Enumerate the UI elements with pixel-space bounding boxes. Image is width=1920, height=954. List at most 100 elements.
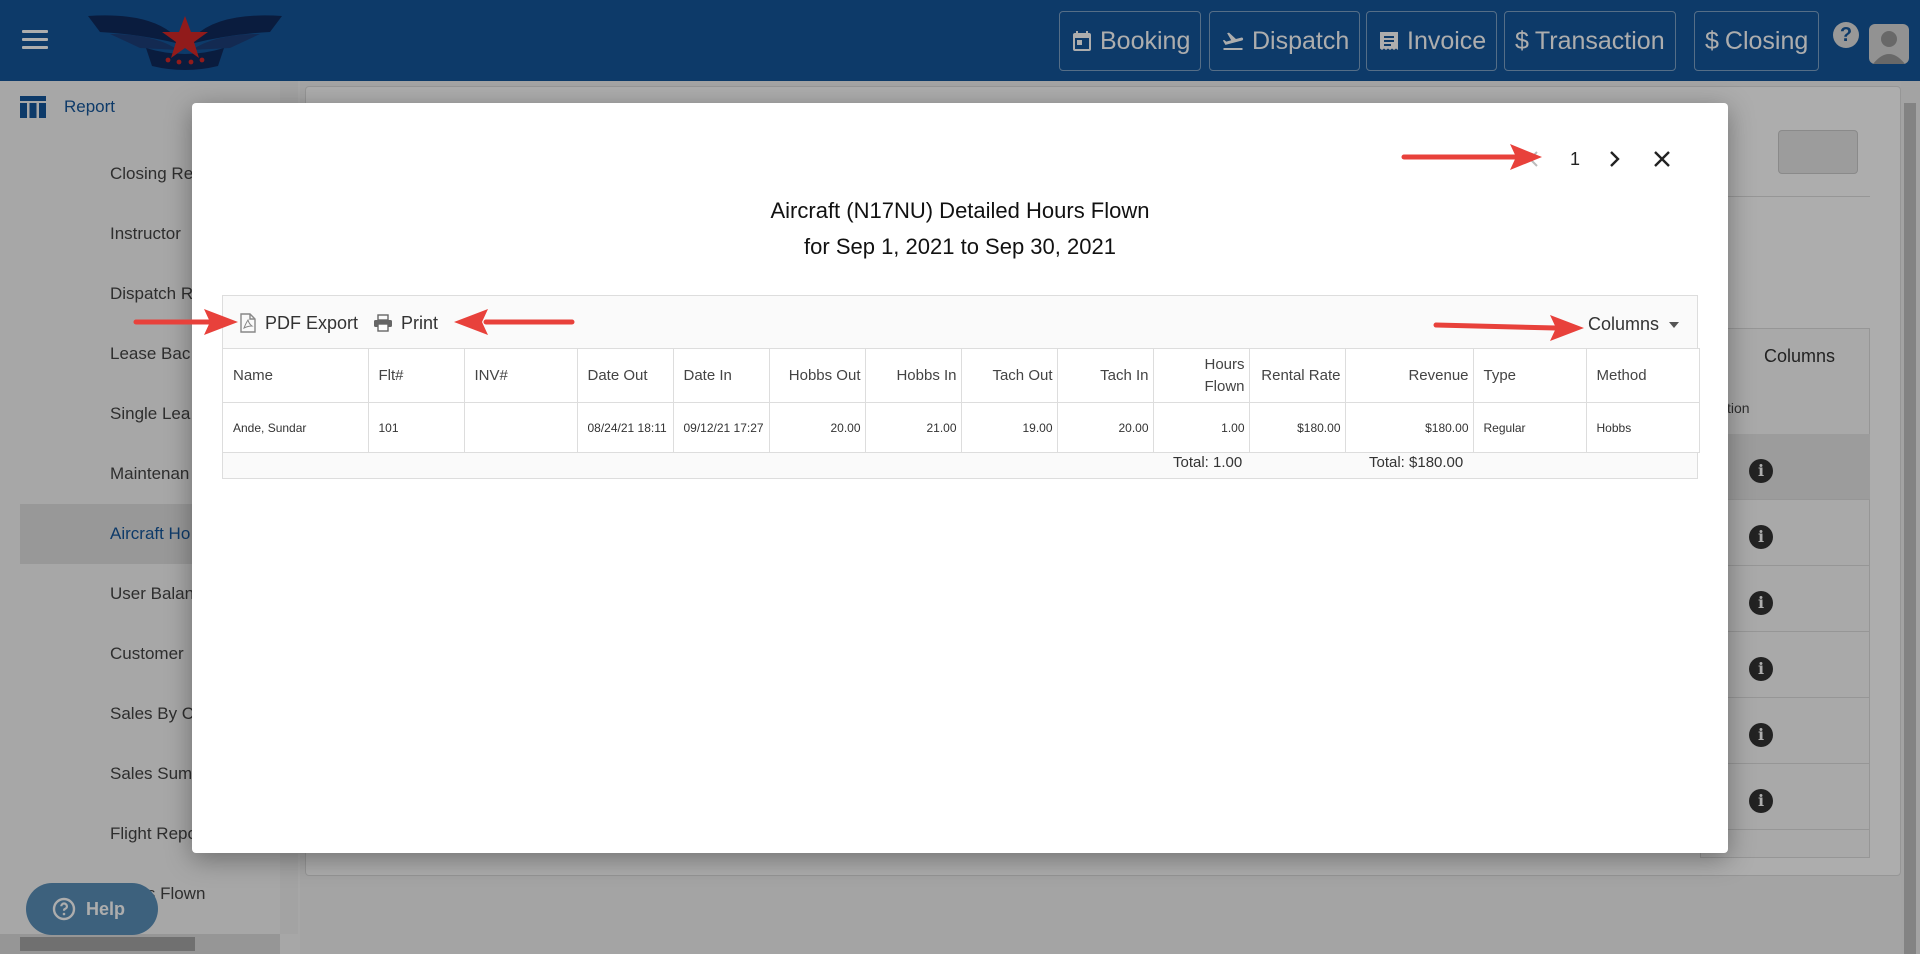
cell-tach-out: 19.00: [961, 402, 1058, 453]
sidebar-item-flight-report[interactable]: Flight Repo: [110, 824, 197, 843]
column-header-hours-flown[interactable]: Hours Flown: [1153, 348, 1250, 403]
transaction-label: Transaction: [1534, 26, 1665, 55]
annotation-arrow: [454, 309, 575, 335]
column-header-tach-out[interactable]: Tach Out: [961, 348, 1058, 403]
cell-method: Hobbs: [1586, 402, 1700, 453]
print-button[interactable]: Print: [373, 310, 438, 336]
cell-date-out: 08/24/21 18:11: [577, 402, 674, 453]
table-row[interactable]: [1700, 500, 1870, 566]
sidebar-report-header[interactable]: Report: [20, 96, 115, 118]
column-header-hobbs-out[interactable]: Hobbs Out: [769, 348, 866, 403]
wings-logo[interactable]: [80, 8, 290, 74]
cell-inv: [464, 402, 578, 453]
sidebar-item-lease-back[interactable]: Lease Bac: [110, 344, 191, 363]
sidebar-item-maintenance[interactable]: Maintenan: [110, 464, 190, 483]
sidebar-item-sales-summary[interactable]: Sales Sum: [110, 764, 193, 783]
table-row[interactable]: [1700, 764, 1870, 830]
column-header-flt[interactable]: Flt#: [368, 348, 465, 403]
pdf-export-button[interactable]: PDF Export: [239, 310, 358, 336]
column-header-date-in[interactable]: Date In: [673, 348, 770, 403]
sidebar-item-user-balance[interactable]: User Balan: [110, 584, 195, 603]
table-row[interactable]: [1700, 698, 1870, 764]
sidebar-item-customer[interactable]: Customer: [110, 644, 184, 663]
dispatch-label: Dispatch: [1252, 26, 1350, 55]
column-header-revenue[interactable]: Revenue: [1345, 348, 1474, 403]
dispatch-button[interactable]: Dispatch: [1209, 11, 1361, 71]
cell-tach-in: 20.00: [1057, 402, 1154, 453]
cell-date-in: 09/12/21 17:27: [673, 402, 770, 453]
avatar[interactable]: [1869, 24, 1909, 64]
closing-label: Closing: [1724, 26, 1809, 55]
sidebar-item-single-lease[interactable]: Single Lea: [110, 404, 191, 423]
column-header-inv[interactable]: INV#: [464, 348, 578, 403]
close-icon[interactable]: [1650, 147, 1674, 171]
table-icon: [20, 96, 46, 118]
report-title-line-1: Aircraft (N17NU) Detailed Hours Flown: [770, 198, 1150, 223]
cell-hobbs-out: 20.00: [769, 402, 866, 453]
column-header-type[interactable]: Type: [1473, 348, 1587, 403]
dollar-icon: $: [1705, 26, 1719, 55]
help-label: Help: [86, 898, 126, 919]
pdf-file-icon: [240, 313, 256, 333]
help-button[interactable]: Help: [26, 883, 158, 935]
column-header-method[interactable]: Method: [1586, 348, 1700, 403]
sidebar-horizontal-scrollbar[interactable]: [0, 934, 280, 954]
sidebar-item-closing-report[interactable]: Closing Re: [110, 164, 194, 183]
booking-button[interactable]: Booking: [1059, 11, 1202, 71]
table-row[interactable]: [1700, 566, 1870, 632]
info-icon[interactable]: i: [1749, 657, 1773, 681]
transaction-button[interactable]: $ Transaction: [1504, 11, 1676, 71]
annotation-arrow: [133, 309, 238, 335]
sidebar-item-dispatch-report[interactable]: Dispatch R: [110, 284, 194, 303]
column-header-tach-in[interactable]: Tach In: [1057, 348, 1154, 403]
table-row[interactable]: Ande, Sundar 101 08/24/21 18:11 09/12/21…: [223, 402, 1700, 453]
pdf-export-label: PDF Export: [265, 312, 359, 333]
report-table: Name Flt# INV# Date Out Date In Hobbs Ou…: [223, 348, 1700, 453]
dollar-icon: $: [1515, 26, 1529, 55]
annotation-arrow: [1401, 144, 1542, 170]
sidebar-item-instructor[interactable]: Instructor: [110, 224, 181, 243]
cell-hours-flown: 1.00: [1153, 402, 1250, 453]
cell-rental-rate: $180.00: [1249, 402, 1346, 453]
help-icon[interactable]: ?: [1833, 22, 1859, 48]
table-row[interactable]: [1700, 632, 1870, 698]
column-header-name[interactable]: Name: [223, 348, 369, 403]
info-icon[interactable]: i: [1749, 525, 1773, 549]
booking-label: Booking: [1100, 26, 1191, 55]
total-revenue: Total: $180.00: [1369, 454, 1464, 471]
cell-type: Regular: [1473, 402, 1587, 453]
column-header-rental-rate[interactable]: Rental Rate: [1249, 348, 1346, 403]
plane-departure-icon: [1222, 32, 1244, 50]
report-modal: 1 Aircraft (N17NU) Detailed Hours Flown …: [192, 103, 1728, 853]
info-icon[interactable]: i: [1749, 459, 1773, 483]
top-app-bar: Booking Dispatch Invoice $ Transaction $…: [0, 0, 1920, 81]
chevron-right-icon[interactable]: [1602, 147, 1626, 171]
columns-dropdown[interactable]: Columns: [1588, 314, 1679, 335]
info-icon[interactable]: i: [1749, 591, 1773, 615]
table-row[interactable]: [1700, 434, 1870, 500]
info-icon[interactable]: i: [1749, 789, 1773, 813]
printer-icon: [374, 314, 392, 332]
invoice-label: Invoice: [1407, 26, 1487, 55]
report-title: Aircraft (N17NU) Detailed Hours Flown fo…: [192, 193, 1728, 265]
column-header-date-out[interactable]: Date Out: [577, 348, 674, 403]
question-circle-icon: [52, 897, 76, 921]
total-hours-flown: Total: 1.00: [1173, 454, 1243, 471]
background-columns-button[interactable]: Columns: [1764, 346, 1836, 366]
columns-label: Columns: [1587, 314, 1659, 334]
sidebar-item-sales-by[interactable]: Sales By C: [110, 704, 195, 723]
print-label: Print: [401, 312, 439, 333]
annotation-arrow: [1433, 315, 1584, 341]
cell-revenue: $180.00: [1345, 402, 1474, 453]
page-number: 1: [1570, 148, 1581, 169]
search-button[interactable]: [1778, 130, 1858, 174]
column-header-hobbs-in[interactable]: Hobbs In: [865, 348, 962, 403]
cell-hobbs-in: 21.00: [865, 402, 962, 453]
page-scrollbar[interactable]: [1901, 81, 1920, 954]
menu-icon[interactable]: [22, 30, 48, 50]
closing-button[interactable]: $ Closing: [1694, 11, 1820, 71]
invoice-button[interactable]: Invoice: [1366, 11, 1498, 71]
calendar-icon: [1073, 31, 1091, 51]
report-title-line-2: for Sep 1, 2021 to Sep 30, 2021: [804, 234, 1116, 259]
info-icon[interactable]: i: [1749, 723, 1773, 747]
